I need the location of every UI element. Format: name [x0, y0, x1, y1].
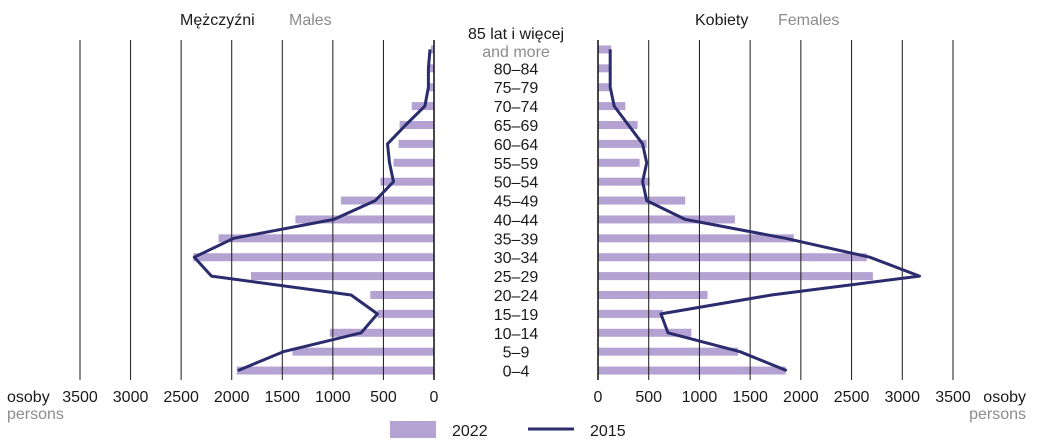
females-2015-line: [608, 49, 921, 372]
females-2022-bar: [598, 139, 647, 148]
males-tick-label: 2500: [163, 389, 199, 406]
females-title-pl: Kobiety: [695, 12, 748, 29]
males-2022-bar: [295, 215, 434, 224]
females-2022-bar: [598, 366, 786, 375]
males-2022-bar: [427, 64, 434, 73]
females-2022-bar: [598, 158, 640, 167]
males-2022-bar: [193, 253, 434, 262]
females-tick-label: 2000: [783, 389, 819, 406]
age-group-label-en: and more: [482, 44, 550, 61]
males-2022-bar: [329, 328, 434, 337]
males-2022-bar: [340, 196, 434, 205]
females-tick-label: 1000: [682, 389, 718, 406]
left-axis-unit-en: persons: [7, 406, 64, 423]
age-group-label: 50–54: [494, 175, 539, 192]
females-tick-label: 2500: [834, 389, 870, 406]
females-2022-bar: [598, 309, 663, 318]
males-tick-label: 2000: [214, 389, 250, 406]
males-title-en: Males: [289, 12, 332, 29]
females-tick-label: 0: [594, 389, 603, 406]
females-2022-bar: [598, 64, 611, 73]
males-tick-label: 500: [370, 389, 397, 406]
females-panel: 0 500 1000 1500 2000 2500 3000 3500: [594, 40, 971, 406]
females-2022-bar: [598, 253, 867, 262]
males-2022-bar: [393, 158, 434, 167]
males-tick-label: 3000: [113, 389, 149, 406]
males-2015-line: [192, 49, 432, 372]
age-group-label: 5–9: [503, 345, 530, 362]
males-tick-label: 1000: [315, 389, 351, 406]
age-group-label: 45–49: [494, 194, 539, 211]
females-tick-label: 3500: [935, 389, 971, 406]
males-tick-label: 1500: [264, 389, 300, 406]
females-2022-bar: [598, 347, 738, 356]
males-tick-label: 0: [430, 389, 439, 406]
age-group-label: 85 lat i więcej: [468, 26, 564, 43]
age-group-label: 75–79: [494, 80, 539, 97]
females-2022-bar: [598, 234, 794, 243]
age-group-label: 10–14: [494, 326, 539, 343]
males-2022-bar: [399, 121, 434, 129]
females-2022-bar: [598, 177, 650, 186]
age-group-label: 0–4: [503, 364, 530, 381]
age-group-label: 30–34: [494, 250, 539, 267]
legend-2015-label: 2015: [590, 423, 626, 440]
age-group-label: 35–39: [494, 231, 539, 248]
males-tick-label: 3500: [62, 389, 98, 406]
left-axis-unit-pl: osoby: [7, 389, 50, 406]
males-2022-bar: [292, 347, 434, 356]
females-2022-bar: [598, 83, 612, 92]
females-2022-bar: [598, 102, 626, 111]
males-2022-bar: [427, 83, 434, 92]
age-group-label: 70–74: [494, 99, 539, 116]
legend-2022-swatch: [390, 421, 436, 438]
males-title-pl: Mężczyźni: [180, 12, 255, 29]
females-2022-bar: [598, 291, 708, 299]
females-tick-label: 500: [635, 389, 662, 406]
age-group-label: 20–24: [494, 288, 539, 305]
males-2022-bar: [377, 309, 434, 318]
age-group-label: 40–44: [494, 212, 539, 229]
males-panel: 3500 3000 2500 2000 1500 1000 500 0: [62, 40, 439, 406]
age-group-label: 25–29: [494, 269, 539, 286]
males-2022-bar: [236, 366, 434, 375]
females-tick-label: 1500: [732, 389, 768, 406]
age-group-labels: 0–4 5–9 10–14 15–19 20–24 25–29 30–34 35–39 40–4…: [468, 26, 564, 381]
females-2022-bar: [598, 196, 686, 205]
legend: 2022 2015: [390, 421, 626, 440]
females-2022-bar: [598, 215, 735, 224]
right-axis-unit-pl: osoby: [983, 389, 1026, 406]
right-axis-unit-en: persons: [969, 406, 1026, 423]
males-2022-bar: [218, 234, 434, 243]
males-2022-bar: [370, 291, 434, 299]
males-2022-bar: [430, 45, 434, 54]
males-2022-bar: [250, 272, 434, 281]
males-2022-bar: [380, 177, 434, 186]
females-2022-bar: [598, 121, 638, 129]
age-group-label: 65–69: [494, 118, 539, 135]
age-group-label: 15–19: [494, 307, 539, 324]
females-tick-label: 3000: [884, 389, 920, 406]
legend-2022-label: 2022: [452, 423, 488, 440]
females-2022-bar: [598, 272, 873, 281]
age-group-label: 60–64: [494, 137, 539, 154]
males-2022-bar: [398, 139, 434, 148]
females-2022-bar: [598, 45, 612, 54]
age-group-label: 55–59: [494, 156, 539, 173]
age-group-label: 80–84: [494, 61, 539, 78]
females-2022-bar: [598, 328, 692, 337]
females-title-en: Females: [778, 12, 839, 29]
